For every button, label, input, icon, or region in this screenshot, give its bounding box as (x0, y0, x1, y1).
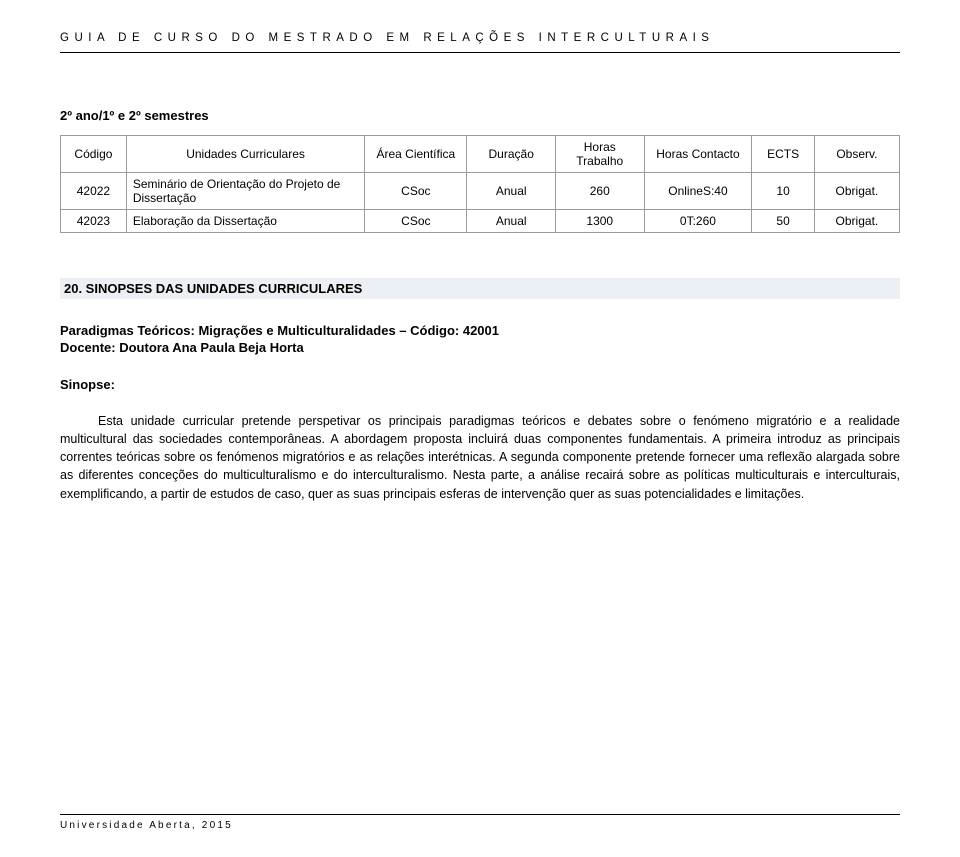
sinopse-label: Sinopse: (60, 377, 900, 392)
unit-docente: Docente: Doutora Ana Paula Beja Horta (60, 340, 900, 355)
table-row: 42022 Seminário de Orientação do Projeto… (61, 173, 900, 210)
th-horas-contacto: Horas Contacto (644, 136, 752, 173)
cell-hc: OnlineS:40 (644, 173, 752, 210)
cell-uc: Seminário de Orientação do Projeto de Di… (126, 173, 364, 210)
th-ects: ECTS (752, 136, 814, 173)
unit-title: Paradigmas Teóricos: Migrações e Multicu… (60, 323, 900, 338)
curriculum-table: Código Unidades Curriculares Área Cientí… (60, 135, 900, 233)
cell-ht: 1300 (555, 210, 644, 233)
section-20-title: 20. SINOPSES DAS UNIDADES CURRICULARES (60, 278, 900, 299)
cell-ects: 10 (752, 173, 814, 210)
cell-obs: Obrigat. (814, 210, 899, 233)
th-observ: Observ. (814, 136, 899, 173)
cell-hc: 0T:260 (644, 210, 752, 233)
cell-area: CSoc (365, 210, 467, 233)
cell-codigo: 42022 (61, 173, 127, 210)
th-uc: Unidades Curriculares (126, 136, 364, 173)
semesters-label: 2º ano/1º e 2º semestres (60, 108, 900, 123)
cell-area: CSoc (365, 173, 467, 210)
footer-divider (60, 814, 900, 815)
cell-uc: Elaboração da Dissertação (126, 210, 364, 233)
cell-codigo: 42023 (61, 210, 127, 233)
page-header-title: GUIA DE CURSO DO MESTRADO EM RELAÇÕES IN… (60, 32, 900, 44)
footer-text: Universidade Aberta, 2015 (60, 820, 900, 831)
cell-ht: 260 (555, 173, 644, 210)
table-row: 42023 Elaboração da Dissertação CSoc Anu… (61, 210, 900, 233)
cell-ects: 50 (752, 210, 814, 233)
th-area: Área Científica (365, 136, 467, 173)
th-codigo: Código (61, 136, 127, 173)
th-horas-trabalho: Horas Trabalho (555, 136, 644, 173)
cell-duracao: Anual (467, 173, 556, 210)
th-duracao: Duração (467, 136, 556, 173)
table-header-row: Código Unidades Curriculares Área Cientí… (61, 136, 900, 173)
sinopse-body: Esta unidade curricular pretende perspet… (60, 412, 900, 503)
cell-duracao: Anual (467, 210, 556, 233)
page-footer: Universidade Aberta, 2015 (60, 814, 900, 831)
cell-obs: Obrigat. (814, 173, 899, 210)
header-divider (60, 52, 900, 53)
